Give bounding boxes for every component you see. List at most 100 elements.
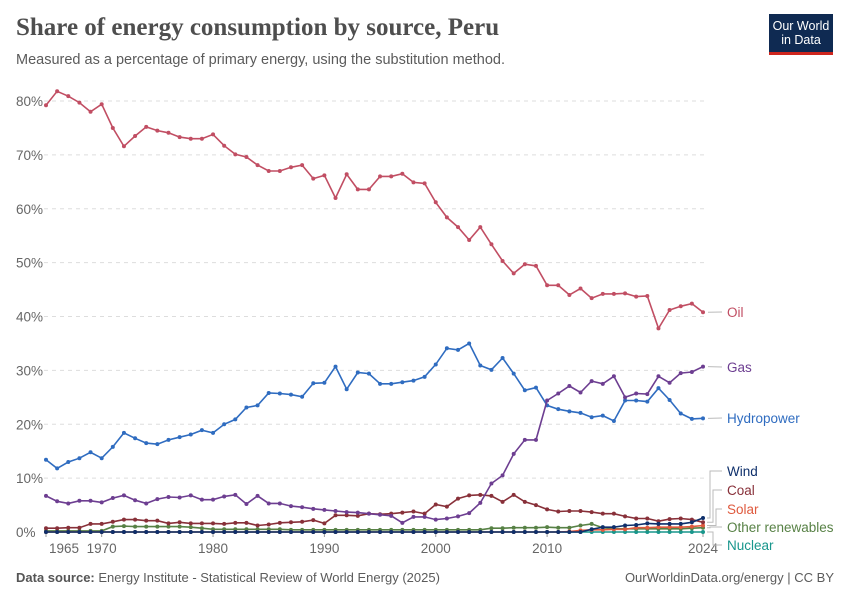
gas-point[interactable]: [211, 497, 216, 502]
wind-point[interactable]: [311, 530, 316, 534]
other-renewables-point[interactable]: [110, 524, 115, 529]
hydropower-point[interactable]: [66, 459, 71, 464]
oil-point[interactable]: [589, 296, 594, 301]
hydropower-point[interactable]: [177, 435, 182, 440]
wind-point[interactable]: [366, 530, 371, 534]
hydropower-point[interactable]: [634, 398, 639, 403]
hydropower-point[interactable]: [366, 371, 371, 376]
hydropower-point[interactable]: [166, 437, 171, 442]
other-renewables-point[interactable]: [188, 525, 193, 530]
nuclear-point[interactable]: [667, 530, 672, 534]
coal-point[interactable]: [177, 520, 182, 525]
gas-point[interactable]: [378, 512, 383, 517]
wind-point[interactable]: [300, 530, 305, 534]
hydropower-point[interactable]: [533, 385, 538, 390]
coal-point[interactable]: [467, 493, 472, 498]
wind-point[interactable]: [389, 530, 394, 534]
legend-label-other-renewables[interactable]: Other renewables: [727, 520, 834, 535]
other-renewables-point[interactable]: [199, 526, 204, 531]
hydropower-point[interactable]: [611, 419, 616, 424]
hydropower-point[interactable]: [266, 391, 271, 396]
hydropower-point[interactable]: [478, 363, 483, 368]
wind-point[interactable]: [623, 523, 628, 528]
oil-point[interactable]: [489, 242, 494, 247]
oil-point[interactable]: [478, 225, 483, 230]
hydropower-point[interactable]: [667, 398, 672, 403]
wind-point[interactable]: [634, 522, 639, 527]
coal-point[interactable]: [444, 504, 449, 509]
oil-point[interactable]: [244, 155, 249, 160]
oil-point[interactable]: [578, 286, 583, 291]
wind-point[interactable]: [233, 530, 238, 534]
nuclear-point[interactable]: [701, 530, 705, 534]
other-renewables-point[interactable]: [533, 525, 538, 530]
gas-point[interactable]: [522, 437, 527, 442]
gas-point[interactable]: [121, 493, 126, 498]
gas-point[interactable]: [344, 510, 349, 515]
hydropower-point[interactable]: [88, 450, 93, 455]
coal-point[interactable]: [355, 513, 360, 518]
oil-point[interactable]: [300, 163, 305, 168]
gas-point[interactable]: [411, 514, 416, 519]
other-renewables-point[interactable]: [589, 521, 594, 526]
coal-point[interactable]: [489, 493, 494, 498]
oil-point[interactable]: [288, 165, 293, 170]
hydropower-point[interactable]: [155, 442, 160, 447]
oil-point[interactable]: [656, 326, 661, 331]
coal-point[interactable]: [199, 521, 204, 526]
legend-label-hydropower[interactable]: Hydropower: [727, 411, 800, 426]
gas-point[interactable]: [177, 495, 182, 500]
coal-point[interactable]: [44, 526, 48, 531]
gas-point[interactable]: [500, 473, 505, 478]
wind-point[interactable]: [322, 530, 327, 534]
coal-point[interactable]: [511, 492, 516, 497]
hydropower-point[interactable]: [222, 422, 227, 427]
gas-point[interactable]: [456, 514, 461, 519]
hydropower-point[interactable]: [456, 347, 461, 352]
hydropower-point[interactable]: [277, 391, 282, 396]
hydropower-point[interactable]: [623, 398, 628, 403]
wind-point[interactable]: [110, 530, 115, 534]
oil-point[interactable]: [522, 262, 527, 267]
other-renewables-point[interactable]: [489, 526, 494, 531]
solar-point[interactable]: [623, 527, 628, 532]
solar-point[interactable]: [645, 525, 650, 530]
gas-point[interactable]: [645, 392, 650, 397]
oil-point[interactable]: [533, 263, 538, 268]
hydropower-point[interactable]: [344, 387, 349, 392]
hydropower-point[interactable]: [188, 432, 193, 437]
coal-point[interactable]: [623, 514, 628, 519]
nuclear-point[interactable]: [689, 530, 694, 534]
oil-point[interactable]: [66, 94, 71, 99]
oil-point[interactable]: [144, 124, 149, 129]
coal-point[interactable]: [478, 492, 483, 497]
legend-label-nuclear[interactable]: Nuclear: [727, 538, 774, 553]
hydropower-point[interactable]: [233, 417, 238, 422]
wind-point[interactable]: [55, 530, 60, 534]
gas-point[interactable]: [255, 493, 260, 498]
wind-point[interactable]: [533, 530, 538, 534]
gas-point[interactable]: [322, 507, 327, 512]
oil-point[interactable]: [99, 102, 104, 107]
wind-point[interactable]: [277, 530, 282, 534]
coal-point[interactable]: [433, 502, 438, 507]
wind-point[interactable]: [355, 530, 360, 534]
wind-point[interactable]: [500, 530, 505, 534]
nuclear-point[interactable]: [645, 530, 650, 534]
gas-point[interactable]: [701, 364, 705, 369]
coal-point[interactable]: [110, 519, 115, 524]
oil-point[interactable]: [44, 103, 48, 108]
oil-point[interactable]: [556, 283, 561, 288]
oil-point[interactable]: [378, 174, 383, 179]
wind-point[interactable]: [333, 530, 338, 534]
wind-point[interactable]: [211, 530, 216, 534]
coal-point[interactable]: [333, 513, 338, 518]
hydropower-point[interactable]: [578, 410, 583, 415]
wind-point[interactable]: [88, 530, 93, 534]
legend-label-wind[interactable]: Wind: [727, 464, 758, 479]
coal-point[interactable]: [667, 517, 672, 522]
wind-point[interactable]: [222, 530, 227, 534]
hydropower-point[interactable]: [378, 381, 383, 386]
hydropower-point[interactable]: [511, 371, 516, 376]
gas-point[interactable]: [545, 398, 550, 403]
